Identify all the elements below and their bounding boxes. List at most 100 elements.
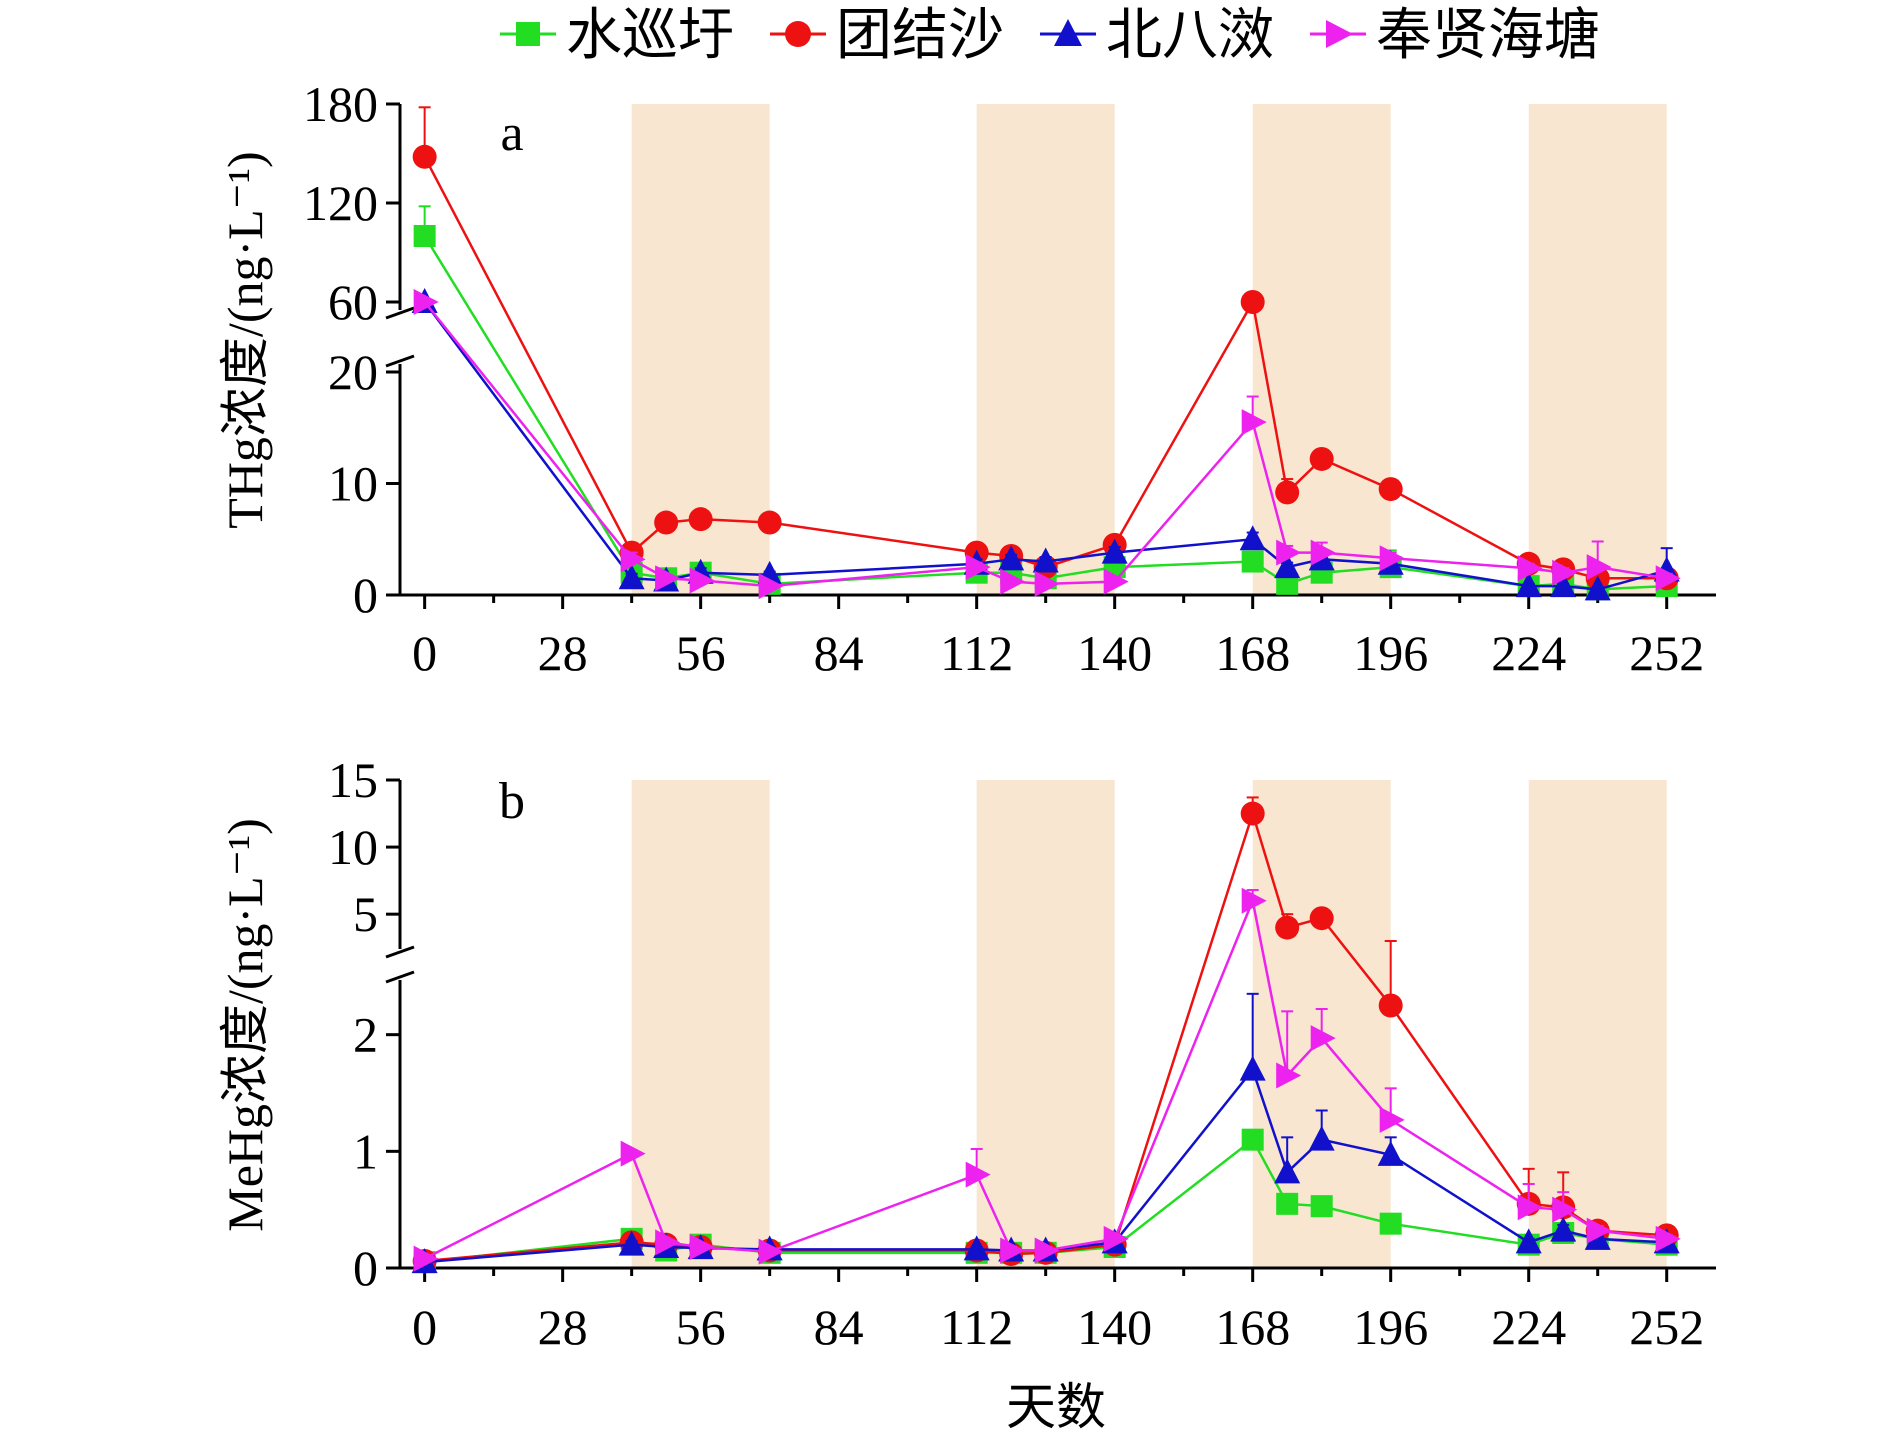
data-point [1308, 1125, 1335, 1151]
data-point [689, 1234, 715, 1260]
x-axis-title: 天数 [1006, 1379, 1106, 1435]
data-point [689, 567, 715, 594]
x-tick-label: 224 [1491, 1299, 1566, 1355]
data-point [998, 545, 1025, 571]
data-point [1101, 538, 1128, 564]
x-axis: 0 28 56 84 112 140 168 196 224 252 [412, 595, 1704, 681]
data-point [1379, 1212, 1402, 1235]
panel-label: b [499, 773, 525, 830]
shaded-period [1528, 104, 1667, 595]
data-point [1515, 572, 1542, 598]
data-point [620, 546, 646, 573]
data-point [1655, 565, 1681, 592]
x-tick-label: 196 [1353, 1299, 1428, 1355]
y-tick-label: 20 [328, 344, 378, 400]
data-point [1515, 1228, 1542, 1254]
data-point [1309, 906, 1334, 931]
y-tick-label: 120 [303, 175, 378, 231]
y-tick-label: 180 [303, 76, 378, 132]
y-tick-label: 5 [353, 886, 378, 942]
axis-break-mark [385, 970, 415, 984]
data-point [618, 1230, 645, 1256]
axis-break-mark [385, 306, 415, 320]
x-tick-label: 0 [412, 625, 437, 681]
data-point [1103, 568, 1129, 595]
x-tick-label: 140 [1077, 1299, 1152, 1355]
y-tick-label: 10 [328, 456, 378, 512]
data-point [758, 573, 784, 600]
data-point [1241, 409, 1267, 436]
data-point [618, 564, 645, 590]
data-point [1552, 1196, 1578, 1223]
series [413, 887, 1681, 1272]
data-point [1586, 554, 1612, 581]
data-point [1276, 572, 1299, 595]
data-point [1586, 1217, 1612, 1244]
shaded-period [631, 780, 770, 1268]
data-point [1550, 572, 1577, 598]
data-point [1241, 887, 1267, 914]
y-axis: 60 120 180 0 10 20 [303, 76, 415, 623]
x-tick-label: 168 [1215, 1299, 1290, 1355]
data-point [1517, 555, 1543, 582]
data-point [1241, 550, 1264, 573]
data-point [413, 1245, 439, 1272]
legend-label: 奉贤海塘 [1376, 5, 1600, 67]
data-point [1275, 915, 1300, 940]
data-point [1239, 525, 1266, 551]
shaded-period [1528, 780, 1667, 1268]
x-tick-label: 168 [1215, 625, 1290, 681]
x-tick-label: 56 [676, 1299, 726, 1355]
x-tick-label: 140 [1077, 625, 1152, 681]
data-point [1239, 1055, 1266, 1081]
y-tick-label: 15 [328, 752, 378, 808]
data-point [412, 144, 437, 169]
legend-marker [1326, 20, 1353, 48]
series [413, 289, 1681, 600]
data-point [757, 510, 782, 535]
axis-break-mark [385, 354, 415, 368]
data-point [1034, 1237, 1060, 1264]
x-tick-label: 252 [1629, 1299, 1704, 1355]
data-point [1276, 1192, 1299, 1215]
legend-label: 水巡圩 [566, 5, 734, 67]
series [412, 106, 1679, 591]
data-point [1309, 446, 1334, 471]
panel-b: 5 10 15 0 1 2 0 28 56 84 112 140 168 196 224 252 MeHg浓度/… [217, 752, 1716, 1355]
data-point [620, 1140, 646, 1167]
x-tick-label: 56 [676, 625, 726, 681]
data-point [1379, 1106, 1405, 1133]
x-axis: 0 28 56 84 112 140 168 196 224 252 [412, 1268, 1704, 1355]
x-tick-label: 224 [1491, 625, 1566, 681]
y-tick-label: 1 [353, 1123, 378, 1179]
data-point [1584, 575, 1611, 601]
data-point [1032, 547, 1059, 573]
y-tick-label: 0 [353, 1240, 378, 1296]
legend-label: 团结沙 [836, 5, 1004, 67]
data-point [1310, 1195, 1333, 1218]
data-point [1517, 1194, 1543, 1221]
data-point [1276, 539, 1302, 566]
data-point [413, 289, 439, 315]
data-point [413, 225, 436, 247]
data-point [655, 565, 681, 592]
panel-label: a [500, 105, 523, 162]
y-tick-label: 2 [353, 1007, 378, 1063]
data-point [1241, 1128, 1264, 1151]
data-point [1379, 545, 1405, 572]
x-tick-label: 28 [538, 625, 588, 681]
data-point [965, 554, 991, 581]
data-point [1274, 553, 1301, 579]
x-tick-label: 112 [940, 625, 1013, 681]
data-point [1000, 568, 1026, 595]
legend-marker [785, 21, 811, 47]
y-axis: 5 10 15 0 1 2 [328, 752, 415, 1296]
x-tick-label: 84 [814, 625, 864, 681]
data-point [1034, 570, 1060, 597]
data-point [1655, 1225, 1681, 1252]
y-tick-label: 60 [328, 274, 378, 330]
x-tick-label: 196 [1353, 625, 1428, 681]
data-point [1276, 1062, 1302, 1089]
data-point [1240, 290, 1265, 314]
